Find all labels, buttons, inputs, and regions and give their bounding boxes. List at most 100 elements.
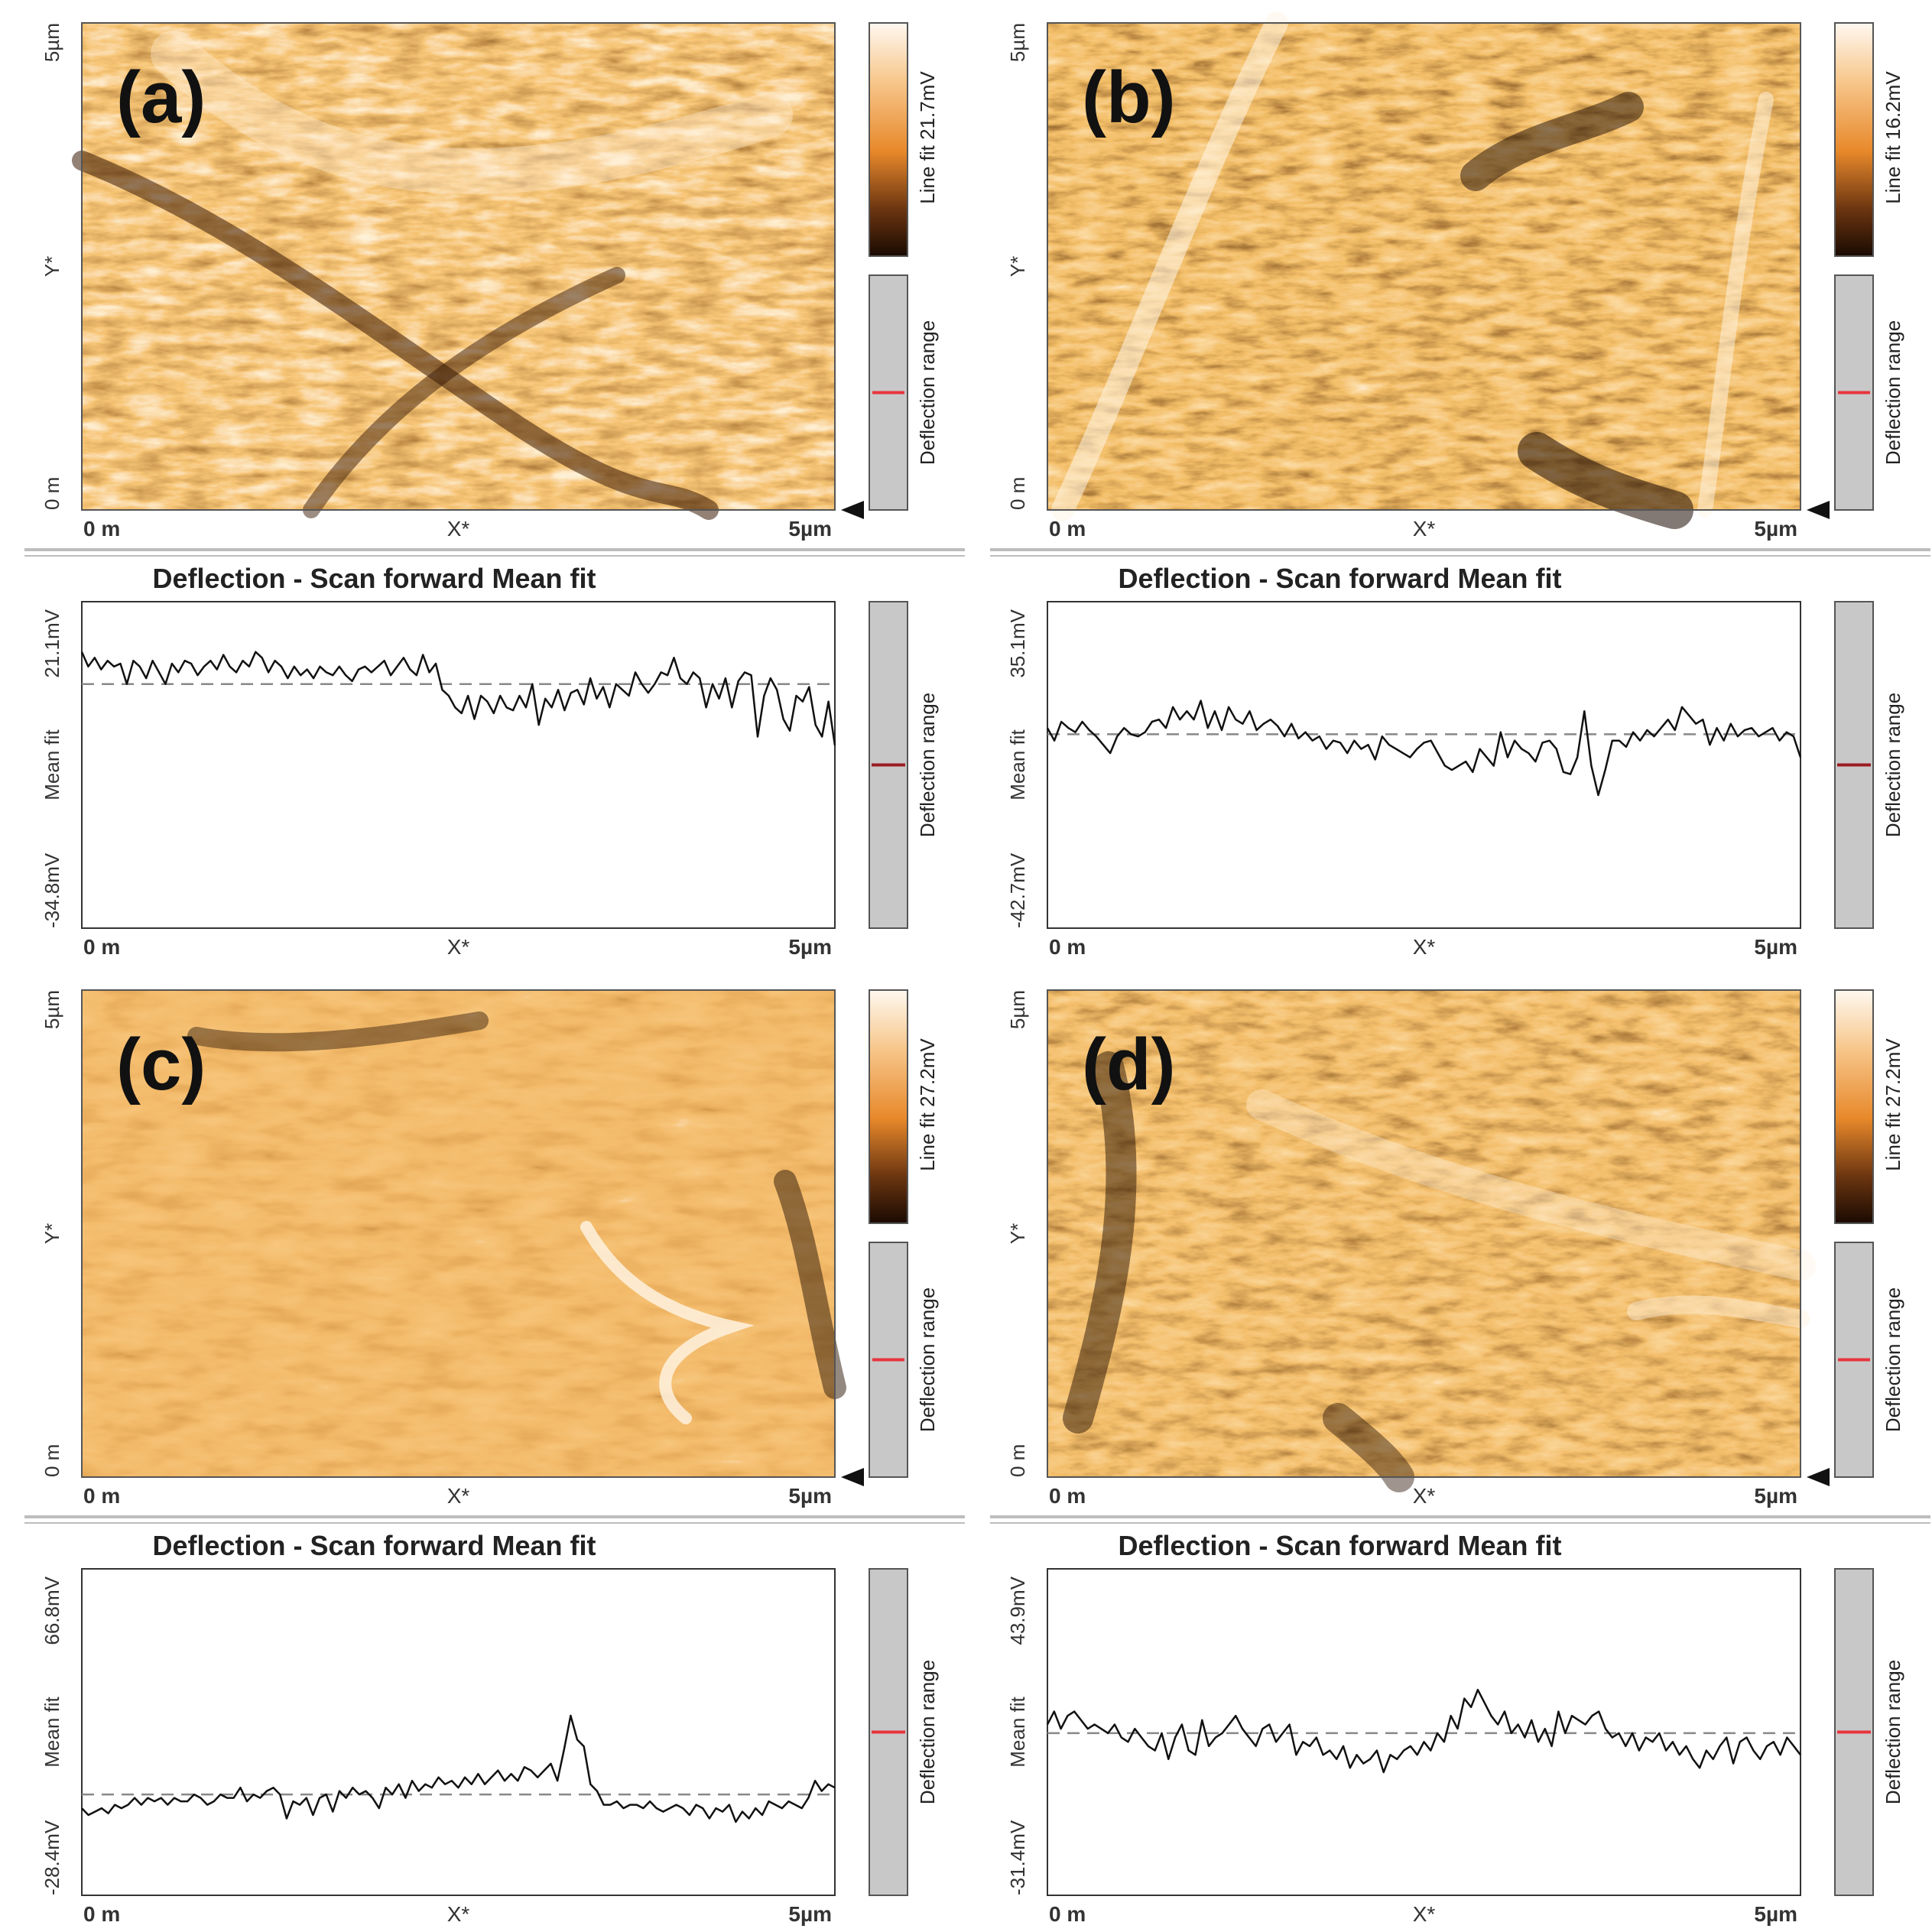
line-profile-panel-1: Deflection - Scan forward Mean fit 0 m 5µm…: [41, 563, 939, 959]
afm-image-frame: [81, 22, 836, 511]
x-axis-label: X*: [447, 1484, 470, 1508]
x-axis-label: X*: [1413, 1902, 1436, 1926]
y-tick-end: 5µm: [41, 23, 63, 62]
panel-label: (d): [1082, 1024, 1176, 1106]
deflection-series-line: [80, 651, 836, 746]
x-tick-start: 0 m: [83, 935, 120, 959]
x-axis-label: X*: [1413, 1484, 1436, 1508]
x-axis-label: X*: [1413, 935, 1436, 959]
profile-title: Deflection - Scan forward Mean fit: [1118, 1530, 1561, 1561]
x-tick-end: 5µm: [788, 1484, 832, 1508]
afm-image-frame: [1047, 989, 1801, 1478]
deflection-series-line: [1046, 1688, 1801, 1774]
y-tick-start: 0 m: [41, 477, 63, 510]
colorbar: [869, 22, 908, 257]
afm-surface-feature: [1518, 432, 1693, 529]
y-tick-max: 43.9mV: [1006, 1576, 1029, 1645]
profile-title: Deflection - Scan forward Mean fit: [152, 1530, 596, 1561]
y-axis-label: Y*: [1006, 256, 1029, 277]
line-profile-panel-2: Deflection - Scan forward Mean fit 0 m 5µm…: [1006, 563, 1904, 959]
x-tick-start: 0 m: [1049, 1902, 1086, 1926]
y-tick-end: 5µm: [1006, 990, 1029, 1029]
x-tick-start: 0 m: [1049, 935, 1086, 959]
y-tick-min: -42.7mV: [1006, 852, 1029, 928]
afm-image-panel-1: (a) 0 m 5µm X* 0 m 5µm Y* Line fit 21.7mV Deflec…: [24, 22, 965, 557]
x-axis-label: X*: [447, 935, 470, 959]
profile-plot-frame: [1047, 601, 1801, 929]
afm-surface-feature: [1697, 92, 1774, 518]
afm-surface-feature: [72, 151, 719, 520]
afm-surface-feature: [303, 267, 625, 518]
afm-image-texture: [1047, 990, 1800, 1477]
colorbar-label: Line fit 16.2mV: [1882, 71, 1904, 204]
y-tick-start: 0 m: [1006, 1444, 1029, 1477]
y-tick-min: -34.8mV: [41, 852, 63, 928]
panel-label: (a): [116, 57, 206, 138]
afm-surface-feature: [1051, 11, 1288, 521]
panel-label: (b): [1082, 57, 1176, 138]
y-tick-start: 0 m: [1006, 477, 1029, 510]
afm-surface-feature: [151, 31, 793, 195]
x-tick-start: 0 m: [1049, 517, 1086, 541]
y-tick-start: 0 m: [41, 1444, 63, 1477]
x-tick-end: 5µm: [1754, 935, 1797, 959]
y-axis-label: Y*: [41, 256, 63, 277]
line-profile-panel-3: Deflection - Scan forward Mean fit 0 m 5µm…: [41, 1530, 939, 1926]
y-tick-max: 21.1mV: [41, 609, 63, 677]
afm-image-frame: [1047, 22, 1801, 511]
colorbar: [1834, 22, 1874, 257]
afm-image-texture: [82, 990, 835, 1477]
profile-title: Deflection - Scan forward Mean fit: [1118, 563, 1561, 594]
deflection-series-line: [1046, 700, 1802, 797]
y-tick-max: 35.1mV: [1006, 609, 1029, 677]
afm-image-frame: [81, 989, 836, 1478]
colorbar-label: Line fit 21.7mV: [916, 71, 939, 204]
colorbar: [1834, 989, 1874, 1224]
deflection-range-label: Deflection range: [916, 1660, 939, 1804]
x-tick-start: 0 m: [83, 1902, 120, 1926]
deflection-range-label: Deflection range: [916, 1287, 939, 1432]
scan-line-arrow-icon: [1807, 1468, 1830, 1486]
x-tick-end: 5µm: [788, 1902, 832, 1926]
profile-plot-frame: [81, 1568, 836, 1896]
profile-title: Deflection - Scan forward Mean fit: [152, 563, 596, 594]
deflection-range-label: Deflection range: [1882, 693, 1904, 837]
y-tick-end: 5µm: [1006, 23, 1029, 62]
afm-surface-feature: [1627, 1295, 1810, 1328]
afm-surface-feature: [1063, 1051, 1137, 1434]
afm-image-features: [1051, 11, 1774, 529]
x-axis-label: X*: [447, 517, 470, 541]
afm-image-features: [187, 1011, 846, 1424]
y-axis-label: Mean fit: [1006, 1696, 1029, 1767]
colorbar: [869, 989, 908, 1224]
afm-surface-feature: [1246, 1089, 1816, 1281]
afm-image-texture: [82, 23, 835, 510]
y-tick-min: -28.4mV: [41, 1820, 63, 1895]
y-tick-min: -31.4mV: [1006, 1820, 1029, 1895]
line-profile-panel-4: Deflection - Scan forward Mean fit 0 m 5µm…: [1006, 1530, 1904, 1926]
x-tick-start: 0 m: [1049, 1484, 1086, 1508]
deflection-range-label: Deflection range: [1882, 1660, 1904, 1804]
deflection-series-line: [81, 1714, 836, 1823]
x-tick-end: 5µm: [1754, 1484, 1797, 1508]
afm-surface-feature: [1460, 92, 1644, 191]
afm-image-features: [1063, 1051, 1816, 1492]
afm-image-panel-2: (b) 0 m 5µm X* 0 m 5µm Y* Line fit 16.2mV Deflec…: [990, 11, 1930, 557]
profile-plot-frame: [1047, 1568, 1801, 1896]
y-axis-label: Mean fit: [41, 1696, 63, 1767]
scan-line-arrow-icon: [841, 501, 864, 519]
profile-plot-frame: [81, 601, 836, 929]
x-tick-start: 0 m: [83, 1484, 120, 1508]
x-tick-end: 5µm: [1754, 1902, 1797, 1926]
colorbar-label: Line fit 27.2mV: [916, 1038, 939, 1171]
deflection-range-label: Deflection range: [1882, 1287, 1904, 1432]
scan-line-arrow-icon: [1807, 501, 1830, 519]
afm-surface-feature: [187, 1011, 489, 1052]
deflection-range-label: Deflection range: [916, 693, 939, 837]
y-axis-label: Mean fit: [41, 729, 63, 800]
x-tick-end: 5µm: [788, 935, 832, 959]
x-tick-end: 5µm: [788, 517, 832, 541]
x-axis-label: X*: [1413, 517, 1436, 541]
y-tick-max: 66.8mV: [41, 1576, 63, 1645]
